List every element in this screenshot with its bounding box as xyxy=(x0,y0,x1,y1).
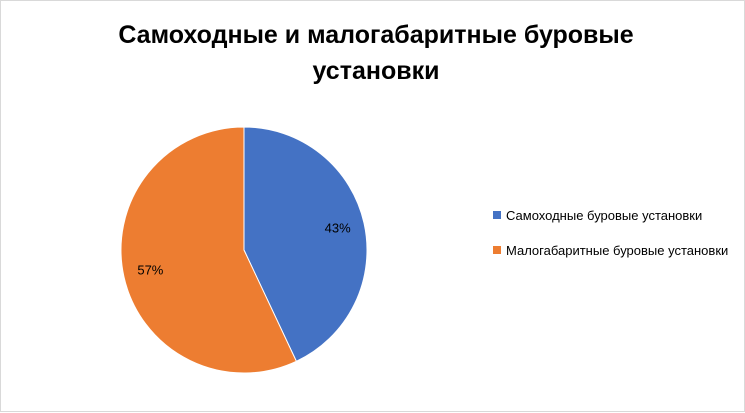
pie-slice xyxy=(120,126,298,374)
legend-swatch xyxy=(493,211,501,219)
pie-slice xyxy=(243,126,368,362)
legend-label: Самоходные буровые установки xyxy=(506,208,703,223)
legend-item: Малогабаритные буровые установки xyxy=(493,241,733,260)
legend: Самоходные буровые установки Малогабаритн… xyxy=(493,206,733,276)
data-label: 57% xyxy=(137,262,163,277)
data-label: 43% xyxy=(325,221,351,236)
legend-swatch xyxy=(493,246,501,254)
chart-title: Самоходные и малогабаритные буровые уста… xyxy=(118,21,634,85)
legend-item: Самоходные буровые установки xyxy=(493,206,733,225)
legend-label: Малогабаритные буровые установки xyxy=(506,243,729,258)
